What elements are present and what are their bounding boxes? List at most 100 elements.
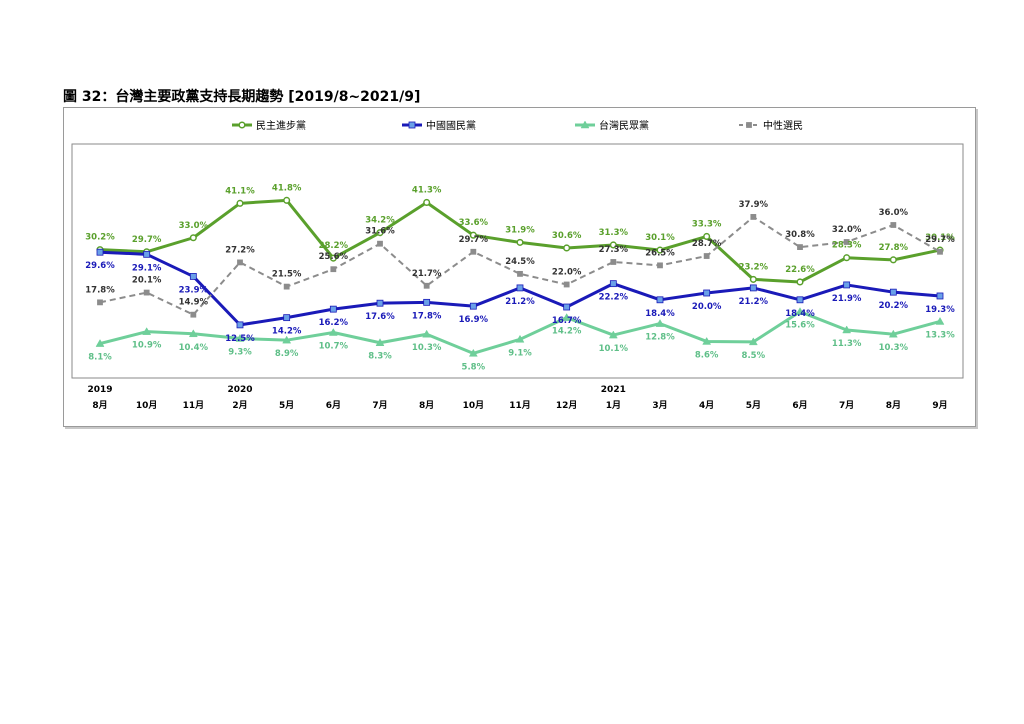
data-point-marker (750, 214, 757, 220)
data-label: 18.4% (645, 309, 675, 319)
year-label: 2019 (87, 385, 112, 395)
data-label: 27.3% (599, 245, 629, 255)
data-label: 8.1% (88, 353, 112, 363)
data-point-marker (329, 305, 337, 313)
data-point-marker (609, 241, 617, 249)
chart-frame: 民主進步黨 中國國民黨 台灣民眾黨 中性選民 30.2% 29.7% 33.0% 41.1%… (63, 107, 976, 427)
data-label: 14.2% (272, 327, 302, 337)
data-label: 8.6% (695, 350, 719, 360)
data-point-marker (422, 329, 432, 338)
data-label: 21.2% (739, 297, 769, 307)
data-label: 41.3% (412, 185, 442, 195)
data-label: 20.2% (879, 301, 909, 311)
data-point-marker (890, 222, 897, 228)
data-point-marker (283, 196, 291, 204)
data-label: 22.0% (552, 268, 582, 278)
data-label: 10.1% (599, 344, 629, 354)
data-point-marker (749, 275, 757, 283)
data-point-marker (843, 239, 850, 245)
data-point-marker (656, 246, 664, 254)
year-label: 2020 (227, 385, 252, 395)
data-label: 21.7% (412, 269, 442, 279)
data-label: 10.9% (132, 341, 162, 351)
data-point-marker (423, 198, 431, 207)
data-point-marker (189, 234, 197, 242)
data-label: 22.6% (785, 265, 815, 275)
data-label: 33.3% (692, 219, 722, 229)
tick-label: 9月 (932, 400, 947, 411)
data-label: 28.2% (319, 241, 349, 251)
legend-label: 民主進步黨 (256, 119, 306, 132)
data-label: 41.1% (225, 186, 255, 196)
data-label: 29.7% (459, 235, 489, 245)
data-label: 20.1% (132, 276, 162, 286)
data-label: 26.5% (645, 248, 675, 258)
data-point-marker (610, 259, 617, 265)
data-label: 21.9% (832, 294, 862, 304)
data-label: 27.2% (225, 245, 255, 255)
legend-label: 中性選民 (763, 119, 803, 132)
data-point-marker (843, 281, 851, 289)
data-label: 18.4% (785, 309, 815, 319)
data-label: 8.9% (275, 349, 299, 359)
data-point-marker (470, 248, 477, 255)
data-label: 14.2% (552, 327, 582, 337)
data-point-marker (375, 338, 385, 346)
data-point-marker (703, 289, 711, 297)
data-point-marker (142, 327, 152, 335)
data-label: 30.2% (85, 233, 115, 243)
data-label: 36.0% (879, 208, 909, 218)
data-point-marker (703, 232, 711, 241)
data-label: 28.3% (832, 241, 862, 251)
data-label: 17.6% (365, 312, 395, 322)
data-point-marker (656, 296, 664, 304)
data-label: 10.4% (179, 343, 209, 353)
data-label: 14.9% (179, 298, 209, 308)
data-point-marker (469, 231, 477, 239)
legend-label: 台灣民眾黨 (599, 119, 649, 132)
data-point-marker (563, 244, 571, 252)
data-point-marker (748, 337, 758, 346)
data-label: 16.2% (319, 318, 349, 328)
data-point-marker (188, 329, 198, 338)
data-label: 9.3% (228, 347, 252, 357)
figure-title: 圖 32：台灣主要政黨支持長期趨勢 [2019/8~2021/9] (63, 89, 421, 105)
data-point-marker (655, 319, 665, 327)
data-label: 31.3% (599, 228, 629, 238)
tick-label: 5月 (279, 400, 294, 411)
data-label: 23.2% (739, 262, 769, 272)
data-point-marker (328, 328, 338, 336)
tick-label: 10月 (136, 400, 158, 411)
data-label: 32.0% (832, 225, 862, 235)
data-point-marker (143, 250, 151, 258)
data-point-marker (746, 122, 752, 128)
data-point-marker (889, 288, 897, 296)
data-label: 22.2% (599, 293, 629, 303)
data-point-marker (936, 292, 944, 300)
data-label: 30.6% (552, 231, 582, 241)
data-label: 17.8% (85, 285, 115, 295)
data-label: 25.6% (319, 252, 349, 262)
data-point-marker (468, 348, 478, 357)
data-label: 30.1% (925, 233, 955, 243)
tick-label: 8月 (419, 400, 434, 411)
data-point-marker (515, 334, 525, 343)
data-label: 31.6% (365, 227, 395, 237)
series-3 (95, 307, 945, 357)
data-point-marker (238, 121, 246, 129)
data-label: 34.2% (365, 216, 395, 226)
data-label: 23.9% (179, 285, 209, 295)
data-point-marker (843, 254, 851, 262)
data-label: 20.0% (692, 302, 722, 312)
data-label: 5.8% (462, 362, 486, 372)
data-point-marker (283, 283, 290, 290)
data-point-marker (795, 307, 805, 315)
data-label: 21.2% (505, 297, 535, 307)
data-point-marker (702, 336, 712, 345)
data-label: 12.5% (225, 334, 255, 344)
data-point-marker (937, 248, 943, 255)
data-label: 13.3% (925, 330, 955, 340)
series-layer (95, 196, 945, 357)
data-label: 33.0% (179, 221, 209, 231)
legend: 民主進步黨 中國國民黨 台灣民眾黨 中性選民 (232, 119, 803, 132)
